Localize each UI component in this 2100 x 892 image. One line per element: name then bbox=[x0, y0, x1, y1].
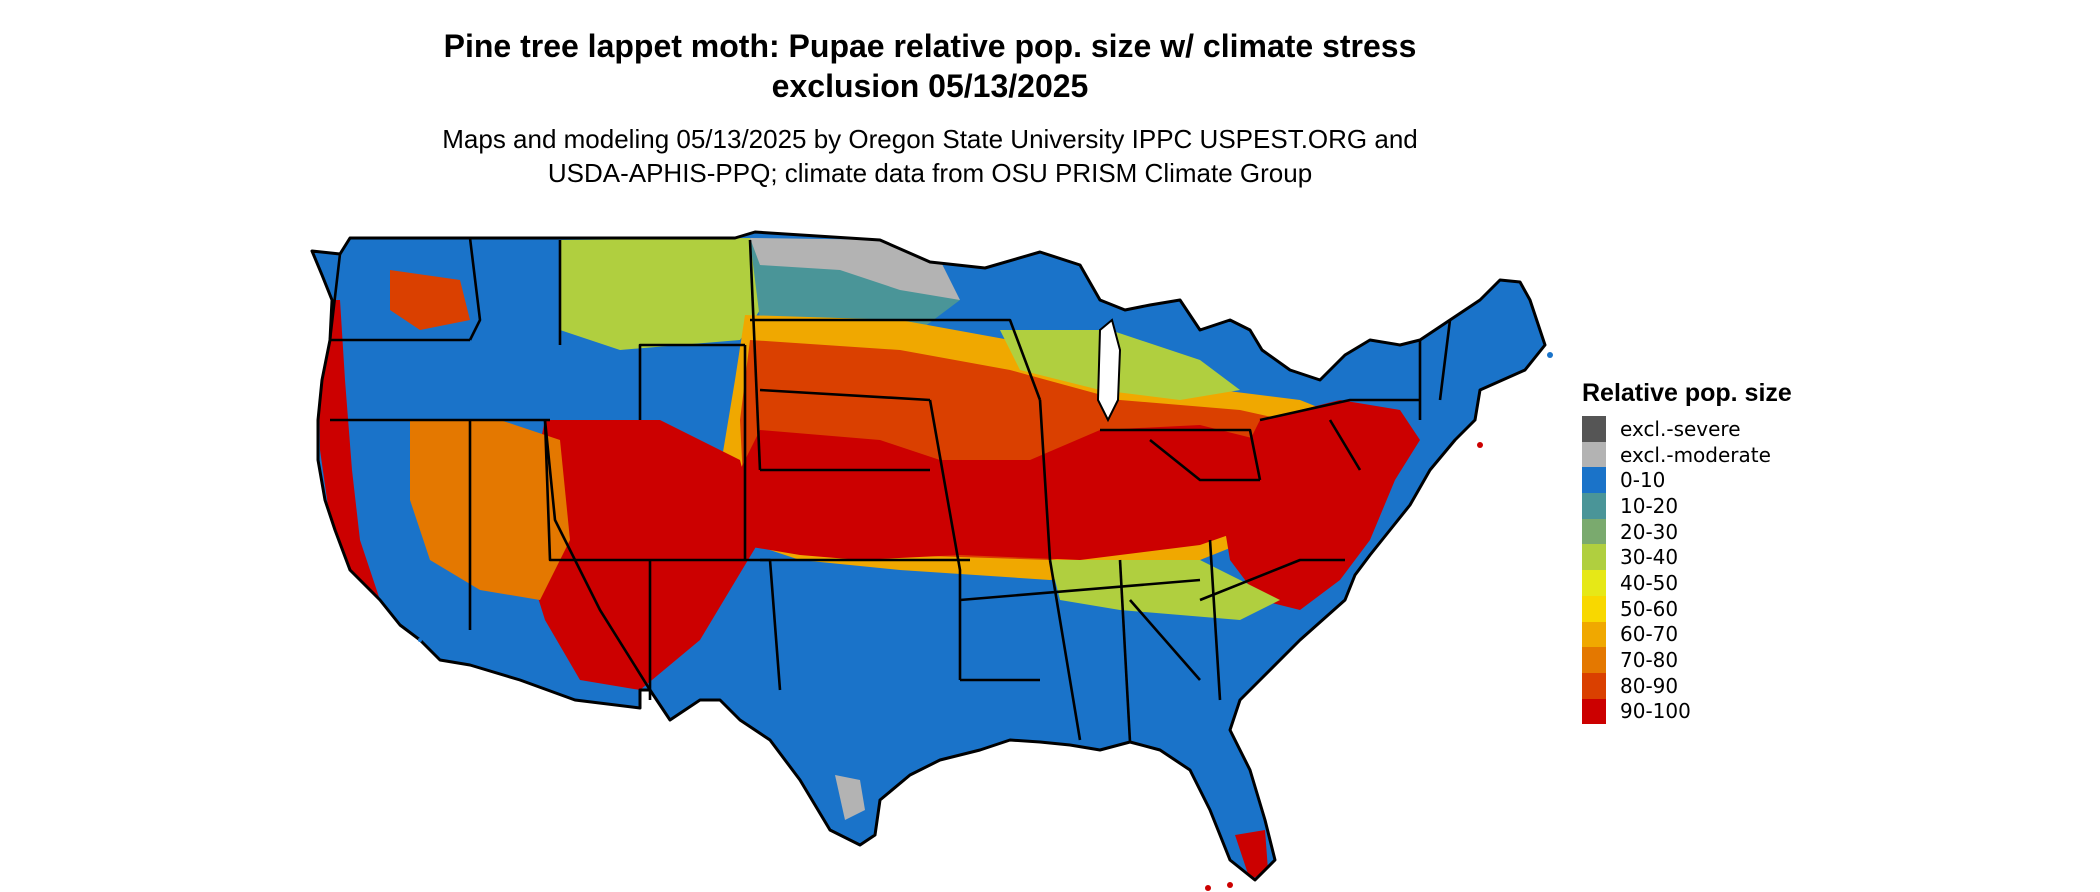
zone-southwest-mountains-90-100 bbox=[520, 420, 760, 690]
map-title-line-1: Pine tree lappet moth: Pupae relative po… bbox=[443, 28, 1417, 64]
lake-michigan bbox=[1096, 318, 1122, 423]
legend-swatch bbox=[1582, 595, 1606, 622]
legend-swatch bbox=[1582, 672, 1606, 699]
small-islands bbox=[418, 352, 1553, 891]
map-subtitle-line-2: USDA-APHIS-PPQ; climate data from OSU PR… bbox=[547, 158, 1313, 188]
legend-label: 0-10 bbox=[1620, 468, 1666, 493]
legend-label: 10-20 bbox=[1620, 493, 1679, 518]
legend-item: excl.-moderate bbox=[1582, 441, 1982, 468]
legend-label: 50-60 bbox=[1620, 596, 1679, 621]
legend-label: excl.-severe bbox=[1620, 416, 1741, 441]
us-map bbox=[310, 230, 1553, 891]
state-borders bbox=[328, 237, 1452, 743]
legend-item: excl.-severe bbox=[1582, 416, 1982, 442]
legend-swatch bbox=[1582, 518, 1606, 545]
map-subtitle-line-1: Maps and modeling 05/13/2025 by Oregon S… bbox=[442, 124, 1418, 154]
legend-swatch bbox=[1582, 416, 1606, 442]
legend-label: 20-30 bbox=[1620, 519, 1679, 544]
zone-south-florida-90-100 bbox=[1235, 830, 1268, 880]
legend-item: 10-20 bbox=[1582, 493, 1982, 519]
zone-northern-plains-30-40 bbox=[560, 238, 760, 350]
legend-label: 70-80 bbox=[1620, 648, 1679, 673]
zone-south-texas-excl-moderate bbox=[835, 775, 865, 820]
legend-swatch bbox=[1582, 544, 1606, 571]
legend-swatch bbox=[1582, 647, 1606, 673]
legend-swatch bbox=[1582, 621, 1606, 648]
legend-items: excl.-severe excl.-moderate 0-10 10-20 20-30… bbox=[1582, 416, 1982, 725]
legend-item: 0-10 bbox=[1582, 467, 1982, 494]
us-border bbox=[310, 230, 1547, 882]
legend-title: Relative pop. size bbox=[1582, 379, 1792, 407]
legend: Relative pop. size excl.-severe excl.-mod… bbox=[1582, 378, 1982, 725]
zone-west-coast-90-100 bbox=[318, 300, 380, 620]
legend-swatch bbox=[1582, 570, 1606, 596]
legend-label: 80-90 bbox=[1620, 673, 1679, 698]
legend-item: 60-70 bbox=[1582, 621, 1982, 648]
legend-item: 50-60 bbox=[1582, 595, 1982, 622]
legend-item: 70-80 bbox=[1582, 647, 1982, 673]
legend-label: excl.-moderate bbox=[1620, 442, 1771, 467]
legend-item: 90-100 bbox=[1582, 698, 1982, 725]
zone-utah-60-70 bbox=[410, 420, 570, 600]
legend-item: 30-40 bbox=[1582, 544, 1982, 571]
legend-label: 60-70 bbox=[1620, 622, 1679, 647]
zone-cascades-80-90 bbox=[390, 270, 470, 330]
legend-label: 30-40 bbox=[1620, 545, 1679, 570]
legend-label: 90-100 bbox=[1620, 699, 1691, 724]
legend-swatch bbox=[1582, 467, 1606, 494]
legend-label: 40-50 bbox=[1620, 570, 1679, 595]
zone-appalachian-30-40 bbox=[1050, 560, 1280, 620]
legend-item: 40-50 bbox=[1582, 570, 1982, 596]
legend-swatch bbox=[1582, 493, 1606, 519]
map-title-line-2: exclusion 05/13/2025 bbox=[771, 68, 1089, 104]
legend-swatch bbox=[1582, 698, 1606, 725]
zone-northeast-90-100 bbox=[1220, 400, 1420, 610]
legend-item: 20-30 bbox=[1582, 518, 1982, 545]
legend-swatch bbox=[1582, 441, 1606, 468]
zone-central-90-100 bbox=[730, 425, 1330, 560]
legend-item: 80-90 bbox=[1582, 672, 1982, 699]
